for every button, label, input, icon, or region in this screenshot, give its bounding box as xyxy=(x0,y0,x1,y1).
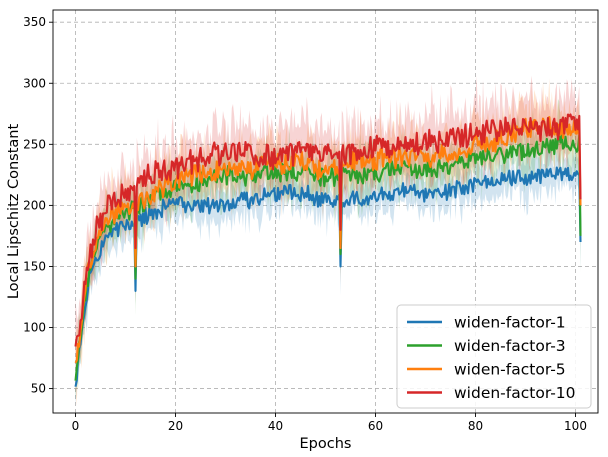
line-widen-factor-3 xyxy=(74,133,582,381)
legend-label: widen-factor-1 xyxy=(454,314,566,332)
line-widen-factor-1 xyxy=(74,166,582,387)
legend-label: widen-factor-5 xyxy=(454,361,566,379)
y-axis-label: Local Lipschitz Constant xyxy=(6,124,22,300)
legend-box xyxy=(396,304,592,409)
x-tick-label: 20 xyxy=(168,419,183,433)
band-widen-factor-10 xyxy=(75,75,581,370)
x-tick-label: 40 xyxy=(268,419,283,433)
plot-frame xyxy=(52,9,599,414)
x-axis-ticks: 0 20 40 60 80 100 xyxy=(72,413,587,433)
legend: widen-factor-1 widen-factor-3 widen-factor… xyxy=(396,304,592,409)
y-tick-label: 100 xyxy=(23,321,46,335)
x-tick-label: 100 xyxy=(564,419,587,433)
y-tick-label: 350 xyxy=(23,15,46,29)
y-tick-label: 250 xyxy=(23,137,46,151)
y-tick-label: 300 xyxy=(23,76,46,90)
legend-label: widen-factor-10 xyxy=(454,384,576,402)
x-tick-label: 60 xyxy=(368,419,383,433)
band-widen-factor-5 xyxy=(75,78,581,406)
y-axis-ticks: 50 100 150 200 250 300 350 xyxy=(23,15,53,396)
y-tick-label: 50 xyxy=(31,382,46,396)
x-tick-label: 80 xyxy=(468,419,483,433)
x-tick-label: 0 xyxy=(72,419,80,433)
y-tick-label: 200 xyxy=(23,198,46,212)
series-lines xyxy=(74,113,582,387)
line-widen-factor-10 xyxy=(74,113,582,347)
y-tick-label: 150 xyxy=(23,259,46,273)
x-axis-label: Epochs xyxy=(300,436,352,452)
legend-label: widen-factor-3 xyxy=(454,337,566,355)
